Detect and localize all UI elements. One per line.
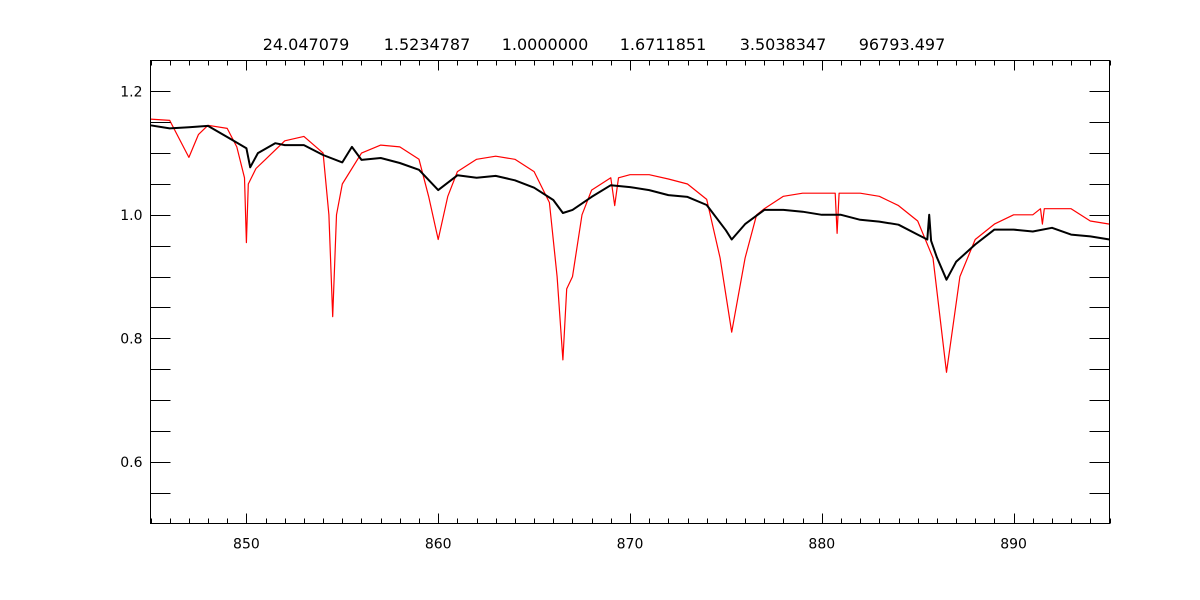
y-tick-label: 0.8	[120, 331, 142, 347]
title-value: 1.0000000	[502, 35, 589, 54]
x-tick-label: 880	[808, 537, 835, 553]
title-value: 96793.497	[859, 35, 946, 54]
title-value: 24.047079	[263, 35, 350, 54]
chart-title-values: 24.047079 1.5234787 1.0000000 1.6711851 3.50…	[263, 35, 946, 54]
series-line-model	[150, 118, 1110, 373]
y-tick-label: 1.2	[120, 84, 142, 100]
title-value: 1.5234787	[384, 35, 471, 54]
x-tick-label: 870	[617, 537, 644, 553]
y-tick-label: 0.6	[120, 455, 142, 471]
title-value: 1.6711851	[620, 35, 707, 54]
title-value: 3.5038347	[740, 35, 827, 54]
y-tick-label: 1.0	[120, 208, 142, 224]
plot-frame	[150, 60, 1110, 524]
series-group	[150, 118, 1110, 373]
x-tick-label: 850	[233, 537, 260, 553]
x-tick-label: 860	[425, 537, 452, 553]
x-tick-label: 890	[1000, 537, 1027, 553]
series-line-observed	[150, 124, 1110, 281]
axes: 850 860 870 880 890 0.6 0.8 1.0 1.2	[120, 60, 1111, 553]
